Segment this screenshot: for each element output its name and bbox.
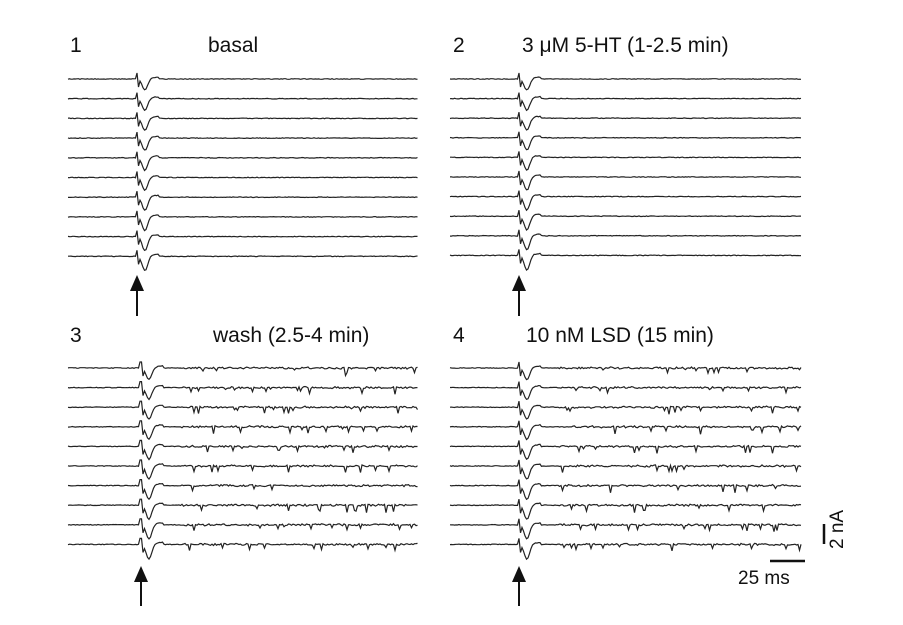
sweep-trace — [449, 190, 802, 212]
sweep-trace — [449, 420, 802, 441]
panel-2-number: 2 — [453, 34, 465, 57]
sweep-trace — [67, 191, 418, 211]
sweep-trace — [67, 361, 418, 381]
sweep-trace — [67, 498, 418, 521]
sweep-trace — [449, 538, 802, 561]
sweep-trace — [450, 151, 802, 171]
sweep-trace — [449, 210, 801, 231]
panel-3-number: 3 — [70, 324, 82, 347]
sweep-trace — [67, 439, 418, 461]
panel-1-stimulus-arrow — [130, 275, 144, 316]
sweep-trace — [449, 459, 802, 480]
sweep-trace — [67, 92, 418, 112]
sweep-trace — [449, 92, 802, 112]
panel-4-traces — [449, 361, 802, 561]
panel-3: 3 wash (2.5-4 min) — [67, 324, 419, 606]
sweep-trace — [449, 401, 802, 420]
sweep-trace — [449, 518, 802, 540]
sweep-trace — [449, 440, 802, 461]
sweep-trace — [67, 381, 418, 401]
sweep-trace — [67, 518, 418, 540]
sweep-trace — [449, 479, 802, 501]
time-scale-label: 25 ms — [738, 568, 790, 589]
sweep-trace — [67, 479, 418, 501]
arrow-head — [130, 275, 144, 291]
sweep-trace — [67, 72, 418, 91]
sweep-trace — [67, 537, 418, 561]
panel-4-stimulus-arrow — [512, 566, 526, 606]
arrow-head — [134, 566, 148, 582]
sweep-trace — [67, 151, 418, 172]
sweep-trace — [449, 499, 802, 520]
panel-2-condition: 3 μM 5-HT (1-2.5 min) — [522, 34, 729, 57]
sweep-trace — [449, 131, 802, 151]
sweep-trace — [67, 400, 419, 420]
panel-2-traces — [449, 72, 802, 272]
arrow-head — [512, 566, 526, 582]
panel-2: 2 3 μM 5-HT (1-2.5 min) — [449, 34, 802, 316]
sweep-trace — [67, 131, 418, 151]
current-scale-label: 2 nA — [827, 510, 848, 549]
arrow-head — [512, 275, 526, 291]
sweep-trace — [449, 72, 802, 91]
sweep-trace — [449, 112, 801, 131]
panel-4-number: 4 — [453, 324, 465, 347]
sweep-trace — [67, 210, 418, 232]
sweep-trace — [449, 170, 802, 191]
sweep-trace — [67, 171, 418, 192]
panel-3-traces — [67, 361, 419, 561]
sweep-trace — [450, 229, 802, 251]
panel-1-condition: basal — [208, 34, 258, 57]
panel-1: 1 basal — [67, 34, 418, 316]
scale-bars: 2 nA 25 ms — [738, 510, 848, 589]
panel-2-stimulus-arrow — [512, 275, 526, 316]
panel-3-condition: wash (2.5-4 min) — [212, 324, 369, 347]
sweep-trace — [449, 361, 802, 381]
panel-4: 4 10 nM LSD (15 min) — [449, 324, 802, 606]
panel-4-condition: 10 nM LSD (15 min) — [526, 324, 714, 347]
sweep-trace — [68, 250, 418, 272]
sweep-trace — [450, 381, 802, 401]
sweep-trace — [67, 420, 418, 441]
sweep-trace — [449, 249, 802, 272]
panel-3-stimulus-arrow — [134, 566, 148, 606]
panel-1-traces — [67, 72, 418, 272]
panel-1-number: 1 — [70, 34, 82, 57]
sweep-trace — [67, 459, 418, 480]
sweep-trace — [67, 230, 418, 252]
sweep-trace — [68, 112, 418, 131]
